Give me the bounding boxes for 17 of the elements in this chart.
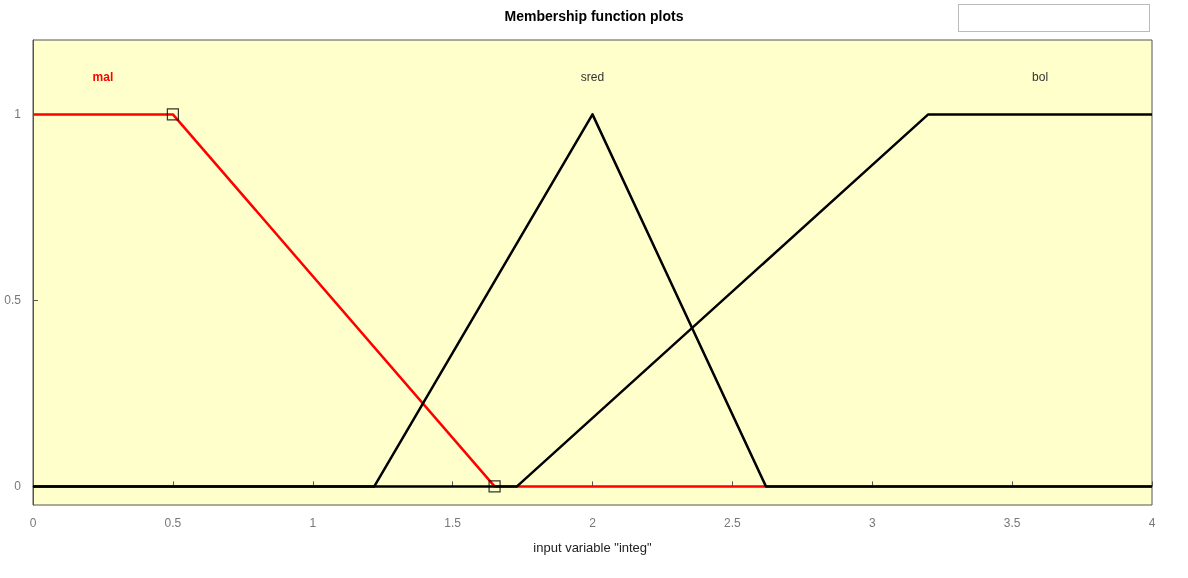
y-tick-label: 0 (14, 479, 22, 494)
y-tick-label: 1 (14, 107, 22, 122)
x-tick-label: 0.5 (164, 516, 182, 530)
x-tick-label: 3.5 (1003, 516, 1021, 530)
x-tick-label: 3 (868, 516, 876, 530)
x-tick-label: 1 (309, 516, 317, 530)
text: sred (580, 70, 605, 85)
y-tick-label: 0.5 (4, 293, 22, 308)
chart-title: Membership function plots (504, 8, 684, 24)
text: mal (92, 70, 114, 85)
x-tick-label: 2 (589, 516, 597, 530)
x-tick-label: 2.5 (724, 516, 742, 530)
x-axis-title: input variable "integ" (533, 540, 653, 555)
text: bol (1032, 70, 1049, 85)
x-tick-label: 0 (29, 516, 37, 530)
x-tick-label: 4 (1148, 516, 1156, 530)
x-tick-label: 1.5 (444, 516, 462, 530)
